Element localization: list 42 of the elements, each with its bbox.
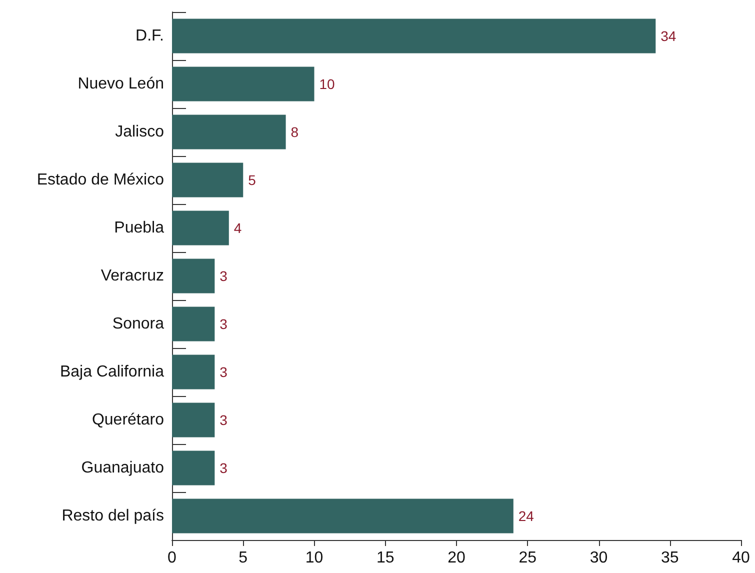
x-tick-label: 20 xyxy=(448,550,466,566)
bar xyxy=(172,258,215,294)
bar xyxy=(172,66,314,102)
bar xyxy=(172,402,215,438)
data-label: 5 xyxy=(248,172,256,188)
y-tick-label: Nuevo León xyxy=(78,76,164,92)
bar xyxy=(172,306,215,342)
x-tick-label: 0 xyxy=(168,550,177,566)
bar xyxy=(172,210,229,246)
bar xyxy=(172,450,215,486)
y-tick-label: Baja California xyxy=(60,364,164,380)
x-tick-label: 10 xyxy=(305,550,324,566)
bar xyxy=(172,498,514,534)
data-label: 4 xyxy=(234,220,242,236)
data-label: 3 xyxy=(220,316,228,332)
y-tick-label: Veracruz xyxy=(100,268,164,284)
bar xyxy=(172,354,215,390)
x-tick-label: 15 xyxy=(376,550,394,566)
data-label: 3 xyxy=(220,412,228,428)
data-label: 3 xyxy=(220,460,228,476)
data-label: 8 xyxy=(290,124,299,140)
x-tick-label: 5 xyxy=(238,550,248,566)
x-tick-label: 25 xyxy=(518,550,537,566)
data-label: 3 xyxy=(220,364,228,380)
bar xyxy=(172,162,244,198)
x-tick-label: 40 xyxy=(732,550,750,566)
y-tick-label: Puebla xyxy=(114,220,164,236)
bar xyxy=(172,114,286,150)
y-tick-label: Resto del país xyxy=(62,508,164,524)
y-tick-label: Sonora xyxy=(112,316,164,332)
y-tick-label: Guanajuato xyxy=(81,460,164,476)
data-label: 10 xyxy=(319,76,336,92)
y-tick-label: Jalisco xyxy=(115,124,164,140)
data-label: 34 xyxy=(660,28,676,44)
x-tick-label: 30 xyxy=(590,550,608,566)
data-label: 24 xyxy=(518,508,534,524)
data-label: 3 xyxy=(220,268,228,284)
y-tick-label: D.F. xyxy=(136,28,164,44)
y-tick-label: Querétaro xyxy=(92,412,164,428)
x-tick-label: 35 xyxy=(660,550,679,566)
bar xyxy=(172,18,656,54)
y-tick-label: Estado de México xyxy=(36,172,164,188)
